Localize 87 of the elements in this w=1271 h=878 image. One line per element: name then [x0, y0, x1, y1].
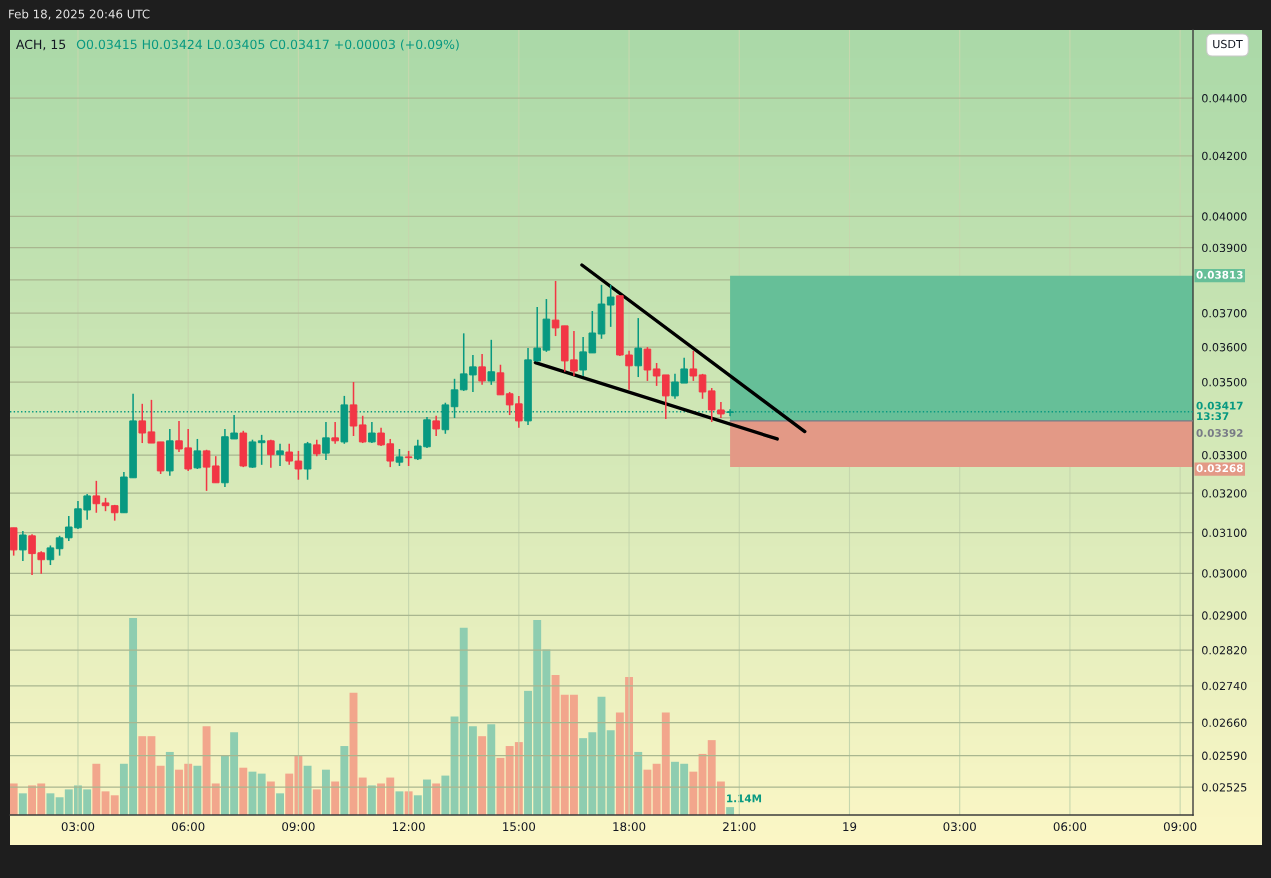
candlestick — [496, 363, 505, 396]
bar — [441, 775, 450, 815]
y-tick-label: 0.03900 — [1202, 243, 1247, 253]
text: O0.03415 H0.03424 L0.03405 C0.03417 +0.00003 (+0.09%) — [76, 39, 459, 51]
candlestick — [193, 438, 202, 470]
y-tick-label: 0.02820 — [1202, 646, 1247, 655]
y-tick-label: 0.03300 — [1202, 450, 1247, 460]
y-tick-label: 0.02525 — [1202, 783, 1247, 792]
candlestick — [689, 350, 698, 382]
y-axis-title: USDT — [1213, 39, 1243, 49]
bar — [331, 781, 340, 815]
x-tick-label: 18:00 — [613, 822, 646, 832]
bar — [395, 791, 404, 815]
candlestick — [358, 415, 367, 444]
candlestick — [92, 480, 101, 514]
bar — [193, 765, 202, 815]
x-tick-label: 09:00 — [282, 822, 315, 832]
bar — [487, 724, 496, 815]
text: Feb 18, 2025 20:46 UTC — [9, 9, 150, 20]
x-tick-label: 12:00 — [392, 822, 425, 832]
y-tick-label: 0.02590 — [1202, 751, 1247, 761]
candlestick — [19, 530, 27, 562]
bar — [10, 783, 18, 815]
candlestick — [257, 434, 266, 466]
bar — [312, 789, 321, 815]
y-tick-label: 0.02660 — [1202, 718, 1247, 727]
candlestick — [643, 346, 652, 382]
bar — [634, 751, 643, 815]
y-tick-label: 0.03100 — [1202, 528, 1247, 537]
candlestick — [267, 438, 275, 469]
y-tick-label: 0.03000 — [1202, 569, 1247, 578]
bar — [18, 793, 27, 815]
x-tick-label: 21:00 — [723, 822, 756, 832]
bar — [340, 746, 349, 815]
bar — [257, 773, 266, 815]
candlestick — [46, 544, 55, 566]
y-tick-label: 0.03600 — [1202, 343, 1247, 352]
bar — [643, 769, 652, 815]
bar — [266, 781, 275, 815]
bar — [165, 751, 174, 815]
y-tick-label: 0.03200 — [1202, 489, 1247, 498]
bar — [606, 730, 615, 815]
bar — [156, 765, 165, 815]
ref-line-label: 0.03417 13:37 — [1196, 401, 1243, 421]
bar — [322, 769, 330, 815]
bar — [367, 785, 376, 815]
bar — [432, 783, 441, 815]
x-tick-label: 09:00 — [1163, 822, 1197, 832]
bar — [92, 763, 101, 815]
y-tick-label: 0.02900 — [1202, 611, 1247, 620]
band-label: 0.03813 — [1196, 270, 1243, 279]
text: ACH, 15 — [16, 39, 66, 51]
candlestick — [331, 421, 339, 445]
band-label: 0.03268 — [1196, 464, 1243, 473]
candlestick — [478, 353, 486, 386]
candlestick — [322, 421, 330, 461]
candlestick — [432, 415, 440, 437]
candlestick — [634, 317, 643, 378]
bar — [276, 793, 284, 815]
candlestick — [487, 339, 496, 386]
candlestick — [276, 443, 284, 467]
y-tick-label: 0.03700 — [1202, 309, 1247, 318]
candlestick — [349, 381, 358, 437]
annotation: 1.14M — [727, 794, 762, 803]
bar — [303, 765, 312, 815]
bar — [358, 777, 367, 815]
bar — [239, 767, 248, 815]
bar — [478, 736, 487, 815]
candlestick — [10, 527, 18, 557]
bar — [726, 807, 735, 815]
y-tick-label: 0.03500 — [1202, 377, 1247, 387]
x-tick-label: 06:00 — [171, 822, 205, 832]
y-tick-label: 0.04000 — [1202, 212, 1247, 221]
bar — [689, 771, 698, 815]
x-tick-label: 19 — [843, 822, 857, 832]
bar — [46, 793, 55, 815]
x-tick-label: 03:00 — [943, 822, 976, 832]
x-tick-label: 15:00 — [503, 822, 536, 832]
x-tick-label: 06:00 — [1053, 822, 1087, 832]
ref-line-label: 0.03392 — [1196, 429, 1243, 437]
y-tick-label: 0.04400 — [1202, 94, 1247, 103]
candlestick — [698, 373, 707, 400]
y-tick-label: 0.04200 — [1202, 151, 1247, 161]
y-tick-label: 0.02740 — [1202, 681, 1247, 691]
x-tick-label: 03:00 — [61, 822, 95, 832]
bar — [110, 795, 119, 815]
candlestick — [606, 284, 615, 328]
